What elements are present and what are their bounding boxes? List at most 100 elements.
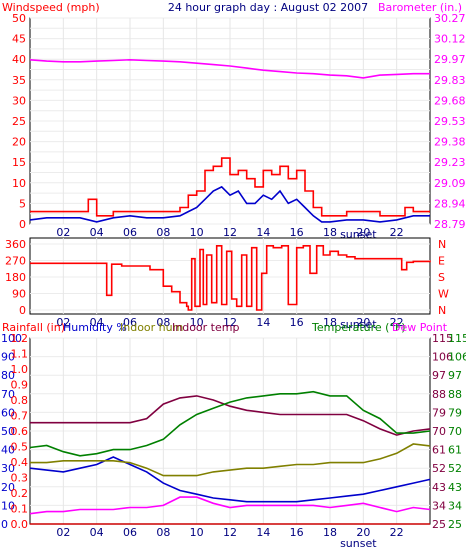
panel-temp-grid	[30, 337, 430, 525]
humidity-tick-label: 10	[1, 499, 15, 512]
dewpoint-axis-label: Dew Point	[392, 321, 448, 334]
barometer-tick-label: 29.83	[434, 74, 466, 87]
x-tick-label: 08	[156, 526, 170, 539]
rainfall-tick-label: 0.7	[11, 410, 29, 423]
series-temperature-f-	[29, 390, 431, 457]
rainfall-tick-label: 0.3	[11, 472, 29, 485]
indoor-temp-tick-label: 79	[432, 406, 446, 419]
indoor-temp-tick-label: 106	[432, 351, 453, 364]
x-tick-label: 04	[90, 526, 104, 539]
rainfall-tick-label: 0.1	[11, 503, 29, 516]
wind-axis-label: Windspeed (mph)	[2, 1, 100, 14]
x-tick-label: 10	[190, 526, 204, 539]
indoor-hum-label: Indoor hum	[120, 321, 183, 334]
x-tick-label: 02	[56, 526, 70, 539]
wind-tick-label: 0	[19, 218, 26, 231]
wind-tick-label: 25	[12, 115, 26, 128]
sunset-label: sunset	[340, 318, 377, 331]
x-tick-label: 16	[290, 526, 304, 539]
temperature-axis-label: Temperature (°F)	[311, 321, 406, 334]
series-indoor-hum	[30, 443, 431, 477]
indoor-temp-tick-label: 52	[432, 462, 446, 475]
humidity-tick-label: 50	[1, 425, 15, 438]
temperature-tick-label: 34	[448, 499, 462, 512]
x-tick-label: 06	[123, 526, 137, 539]
barometer-tick-label: 28.94	[434, 197, 466, 210]
indoor-temp-tick-label: 25	[432, 518, 446, 531]
wind-tick-label: 45	[12, 33, 26, 46]
compass-tick-label: S	[438, 271, 445, 284]
indoor-temp-tick-label: 70	[432, 425, 446, 438]
sunset-label: sunset	[340, 537, 377, 550]
barometer-tick-label: 28.79	[434, 218, 466, 231]
indoor-temp-tick-label: 61	[432, 444, 446, 457]
panel-temp-ticks: 0 10 20 30 40 50 60 70 80 90 100 0.0 0.1 0.2 0.3 0.4 0.5…	[1, 332, 466, 550]
x-tick-label: 10	[190, 316, 204, 329]
barometer-tick-label: 29.38	[434, 136, 466, 149]
barometer-tick-label: 29.68	[434, 94, 466, 107]
x-tick-label: 12	[223, 526, 237, 539]
x-tick-label: 04	[90, 226, 104, 239]
temperature-tick-label: 70	[448, 425, 462, 438]
x-tick-label: 08	[156, 316, 170, 329]
indoor-temp-tick-label: 88	[432, 388, 446, 401]
direction-tick-label: 90	[12, 288, 26, 301]
barometer-tick-label: 29.09	[434, 177, 466, 190]
humidity-tick-label: 80	[1, 369, 15, 382]
panel-wind-ticks: 0 5 10 15 20 25 30 35 40 45 50 28.79 28.94 29.09 29.23…	[12, 12, 466, 241]
chart-title: 24 hour graph day : August 02 2007	[168, 1, 368, 14]
rainfall-axis-label: Rainfall (in)	[2, 321, 65, 334]
wind-tick-label: 40	[12, 53, 26, 66]
barometer-tick-label: 29.23	[434, 156, 466, 169]
x-tick-label: 14	[256, 316, 270, 329]
x-tick-label: 20	[356, 226, 370, 239]
rainfall-tick-label: 0.0	[11, 518, 29, 531]
rainfall-tick-label: 1.0	[11, 363, 29, 376]
x-tick-label: 20	[356, 316, 370, 329]
rainfall-tick-label: 0.8	[11, 394, 29, 407]
x-tick-label: 22	[390, 316, 404, 329]
indoor-temp-tick-label: 34	[432, 499, 446, 512]
temperature-tick-label: 52	[448, 462, 462, 475]
humidity-tick-label: 0	[1, 518, 8, 531]
panel-direction-series	[30, 245, 431, 311]
barometer-tick-label: 29.97	[434, 53, 466, 66]
temperature-tick-label: 61	[448, 444, 462, 457]
panel-temp-series	[29, 390, 431, 525]
x-tick-label: 16	[290, 316, 304, 329]
humidity-tick-label: 20	[1, 481, 15, 494]
x-tick-label: 02	[56, 226, 70, 239]
series-wind-average	[29, 185, 430, 223]
indoor-temp-tick-label: 97	[432, 369, 446, 382]
panel-wind-grid	[30, 17, 430, 225]
barometer-axis-label: Barometer (in.)	[378, 1, 462, 14]
rainfall-tick-label: 0.4	[11, 456, 29, 469]
wind-tick-label: 5	[19, 197, 26, 210]
series-wind-gust	[30, 157, 430, 217]
humidity-tick-label: 60	[1, 406, 15, 419]
rainfall-tick-label: 0.6	[11, 425, 29, 438]
wind-tick-label: 20	[12, 136, 26, 149]
panel-wind-series	[29, 58, 430, 223]
x-tick-label: 20	[356, 526, 370, 539]
rainfall-tick-label: 0.9	[11, 379, 29, 392]
temperature-tick-label: 97	[448, 369, 462, 382]
compass-tick-label: N	[438, 304, 446, 317]
x-tick-label: 22	[390, 526, 404, 539]
compass-tick-label: N	[438, 238, 446, 251]
humidity-tick-label: 100	[1, 332, 22, 345]
rainfall-tick-label: 1.2	[11, 332, 29, 345]
x-tick-label: 04	[90, 316, 104, 329]
x-tick-label: 14	[256, 526, 270, 539]
series-indoor-temp	[30, 395, 431, 436]
x-tick-label: 18	[323, 526, 337, 539]
series-wind-direction	[30, 245, 431, 311]
x-tick-label: 06	[123, 226, 137, 239]
rainfall-tick-label: 0.5	[11, 441, 29, 454]
x-tick-label: 12	[223, 226, 237, 239]
temperature-tick-label: 43	[448, 481, 462, 494]
barometer-tick-label: 30.27	[434, 12, 466, 25]
temperature-tick-label: 79	[448, 406, 462, 419]
